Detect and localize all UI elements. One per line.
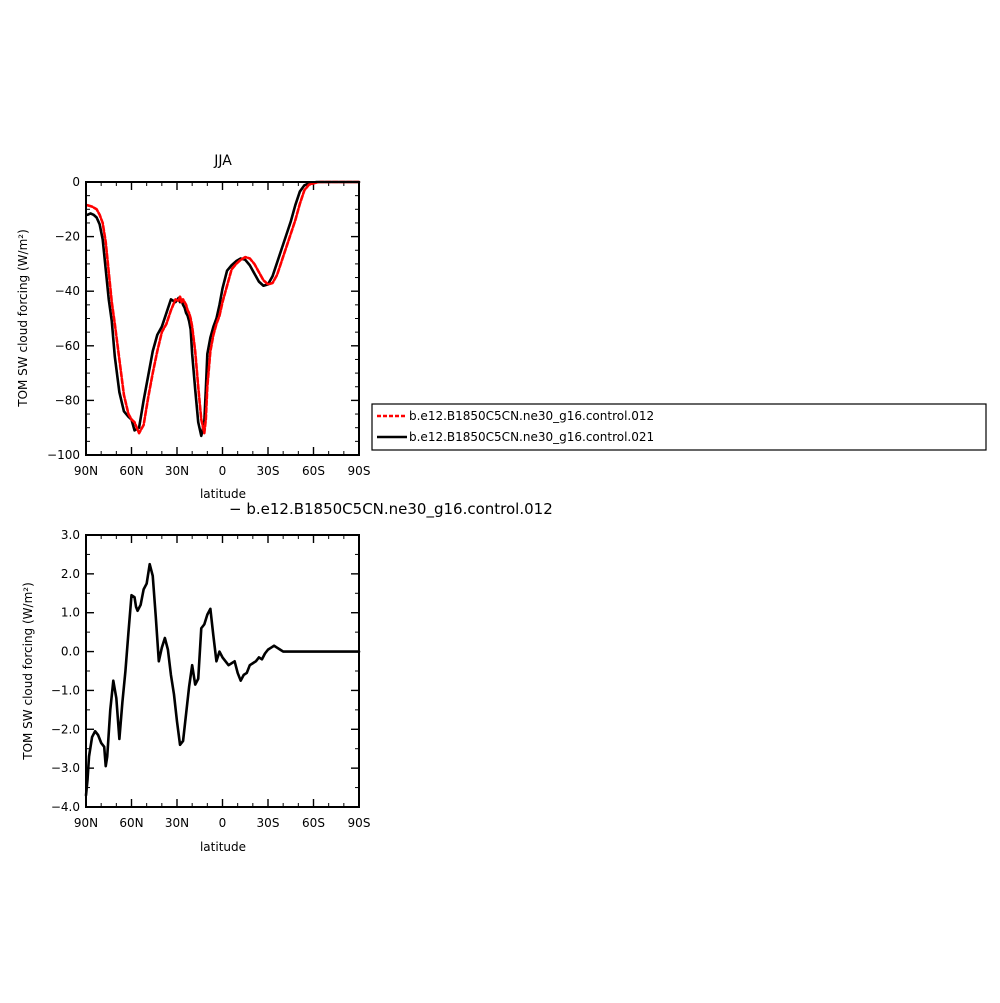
upper-panel-title: JJA [213, 153, 232, 169]
upper-panel-series-line-2 [86, 180, 361, 438]
upper-panel-ticks: 90N 60N 30N 0 30S 60S 90S 0 −20 −40 −60 −80 −100 [47, 175, 370, 478]
lower-panel-y-tick-label: −3.0 [51, 761, 80, 775]
lower-panel-x-tick-label: 60N [119, 816, 143, 830]
lower-panel-y-tick-label: 1.0 [61, 606, 80, 620]
upper-panel-x-tick-label: 90S [348, 464, 371, 478]
upper-panel-series-lines [86, 180, 361, 438]
lower-panel-ticks: 90N 60N 30N 0 30S 60S 90S 3.0 2.0 1.0 0.0 −1.0 −2.0 −… [51, 528, 371, 830]
legend-box [371, 403, 987, 451]
lower-panel-y-tick-label: −1.0 [51, 683, 80, 697]
legend: b.e12.B1850C5CN.ne30_g16.control.012 b.e… [371, 403, 987, 451]
lower-panel-title: − b.e12.B1850C5CN.ne30_g16.control.012 [229, 500, 553, 519]
legend-label-series-2: b.e12.B1850C5CN.ne30_g16.control.021 [409, 430, 654, 444]
upper-panel-y-tick-label: −100 [47, 448, 80, 462]
lower-panel-y-tick-label: 0.0 [61, 645, 80, 659]
lower-panel-x-tick-label: 90S [348, 816, 371, 830]
upper-panel-plot-frame [85, 181, 360, 456]
upper-panel-y-tick-label: −60 [55, 339, 80, 353]
upper-panel-x-tick-label: 30S [257, 464, 280, 478]
lower-panel-x-axis-label: latitude [200, 840, 246, 854]
lower-panel-y-tick-label: −2.0 [51, 722, 80, 736]
lower-panel-difference: − b.e12.B1850C5CN.ne30_g16.control.012 T… [21, 500, 553, 854]
lower-panel-plot-frame [85, 534, 360, 808]
upper-panel-y-tick-label: −80 [55, 393, 80, 407]
legend-label-series-1: b.e12.B1850C5CN.ne30_g16.control.012 [409, 409, 654, 423]
lower-panel-x-tick-label: 30N [165, 816, 189, 830]
upper-panel-y-tick-label: 0 [72, 175, 80, 189]
upper-panel-x-tick-label: 60S [302, 464, 325, 478]
upper-panel-y-tick-label: −40 [55, 284, 80, 298]
lower-panel-x-tick-label: 60S [302, 816, 325, 830]
upper-panel-y-tick-label: −20 [55, 230, 80, 244]
upper-panel-x-tick-label: 30N [165, 464, 189, 478]
upper-panel-x-tick-label: 90N [74, 464, 98, 478]
lower-panel-y-axis-label: TOM SW cloud forcing (W/m²) [21, 582, 35, 761]
lower-panel-y-tick-label: 3.0 [61, 528, 80, 542]
lower-panel-y-tick-label: 2.0 [61, 567, 80, 581]
lower-panel-series-lines [84, 562, 361, 797]
upper-panel-y-axis-label: TOM SW cloud forcing (W/m²) [16, 229, 30, 408]
upper-panel-x-tick-label: 0 [219, 464, 227, 478]
lower-panel-y-tick-label: −4.0 [51, 800, 80, 814]
upper-panel-x-axis-label: latitude [200, 487, 246, 501]
lower-panel-x-tick-label: 90N [74, 816, 98, 830]
lower-panel-series-line-1 [84, 562, 361, 797]
upper-panel-x-tick-label: 60N [119, 464, 143, 478]
upper-panel-jja: JJA TOM SW cloud forcing (W/m²) latitude… [16, 153, 370, 501]
lower-panel-x-tick-label: 0 [219, 816, 227, 830]
upper-panel-series-line-1 [86, 180, 361, 435]
lower-panel-x-tick-label: 30S [257, 816, 280, 830]
